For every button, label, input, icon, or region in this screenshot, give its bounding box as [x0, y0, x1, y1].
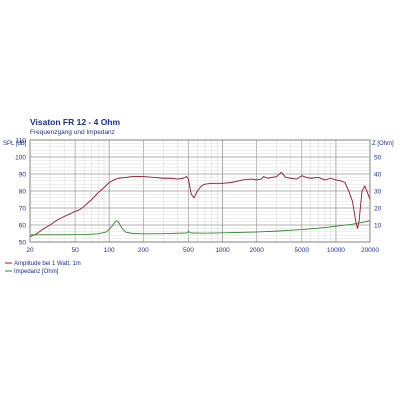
x-tick-label: 10000	[327, 247, 345, 254]
x-tick-label: 5000	[295, 247, 310, 254]
tick-label-layer: 20 50 100 200 500 1000 2000 5000 10000 2000050607…	[15, 137, 381, 254]
right-y-tick-label: 30	[374, 188, 382, 195]
x-tick-label: 50	[71, 247, 79, 254]
left-y-tick-label: 60	[19, 222, 27, 229]
legend-label: Impedanz [Ohm]	[14, 269, 59, 275]
x-tick-label: 100	[104, 247, 115, 254]
right-axis-label: Z [Ohm]	[372, 141, 394, 147]
x-tick-label: 1000	[215, 247, 230, 254]
x-tick-label: 2000	[249, 247, 264, 254]
legend: Amplitude bei 1 Watt, 1m Impedanz [Ohm]	[5, 261, 81, 275]
legend-label: Amplitude bei 1 Watt, 1m	[14, 261, 81, 267]
left-y-tick-label: 70	[19, 205, 27, 212]
x-tick-label: 20	[26, 247, 34, 254]
left-y-tick-label: 80	[19, 188, 27, 195]
x-tick-label: 20000	[361, 247, 379, 254]
right-y-tick-label: 50	[374, 154, 382, 161]
chart-subtitle: Frequenzgang und Impedanz	[30, 129, 115, 136]
left-y-tick-label: 100	[15, 154, 26, 161]
amplitude-series-line	[29, 171, 371, 238]
series-layer	[29, 171, 371, 238]
right-y-tick-label: 40	[374, 171, 382, 178]
chart-title: Visaton FR 12 - 4 Ohm	[30, 117, 121, 127]
x-tick-label: 200	[138, 247, 149, 254]
left-y-tick-label: 50	[19, 239, 27, 246]
left-y-tick-label: 90	[19, 171, 27, 178]
left-axis-label: SPL [dB]	[3, 141, 27, 147]
impedance-series-line	[29, 220, 371, 236]
x-tick-label: 500	[183, 247, 194, 254]
left-y-tick-label: 110	[16, 137, 27, 144]
right-y-tick-label: 20	[374, 205, 382, 212]
grid-layer	[29, 139, 371, 243]
right-y-tick-label: 10	[374, 222, 382, 229]
plot-frame	[29, 139, 371, 243]
